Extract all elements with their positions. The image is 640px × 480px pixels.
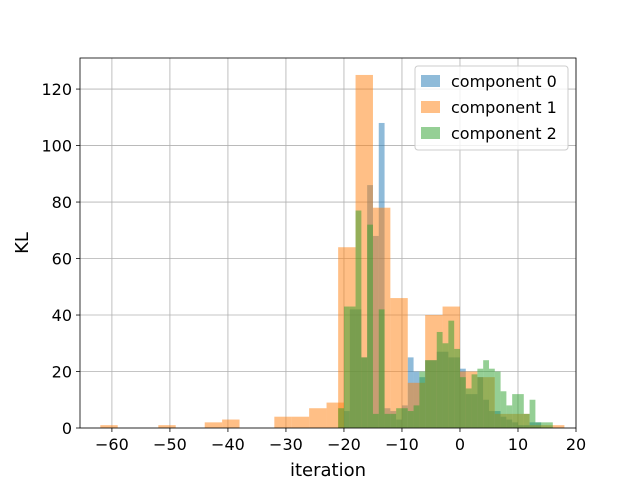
histogram-bar	[274, 416, 292, 428]
y-tick-label: 40	[52, 306, 72, 325]
histogram-bar	[222, 419, 240, 428]
histogram-bar	[396, 408, 402, 428]
histogram-bar	[436, 331, 443, 428]
histogram-bar	[477, 368, 484, 428]
histogram-bar	[158, 425, 176, 428]
x-tick-label: 10	[508, 435, 528, 454]
plot-frame	[79, 57, 577, 429]
histogram-bar	[546, 422, 553, 428]
histogram-bar	[390, 413, 397, 428]
histogram-bar	[407, 411, 414, 428]
histogram-bar	[378, 309, 385, 428]
axis-ticks: −60 −50 −40 −30 −20 −10 0 10 20 0 20 40 60 80 100 120	[41, 80, 586, 454]
histogram-bar	[517, 394, 524, 428]
x-tick-label: −60	[95, 435, 129, 454]
legend-swatch	[421, 127, 440, 139]
histogram-bar	[483, 360, 489, 428]
histogram-bar	[430, 360, 437, 428]
histogram-bar	[361, 357, 368, 428]
x-tick-label: −50	[153, 435, 187, 454]
y-tick-label: 80	[52, 193, 72, 212]
histogram-bar	[494, 371, 501, 428]
x-tick-label: −10	[385, 435, 419, 454]
y-tick-label: 100	[41, 137, 72, 156]
series-2	[338, 210, 553, 428]
histogram-bar	[338, 408, 344, 428]
legend-swatch	[421, 75, 440, 87]
histogram-bar	[349, 306, 356, 428]
x-tick-label: −30	[269, 435, 303, 454]
x-tick-label: −40	[211, 435, 245, 454]
x-tick-label: −20	[327, 435, 361, 454]
legend-label: component 2	[451, 124, 557, 143]
histogram-bar	[309, 408, 327, 428]
histogram-bar	[419, 371, 426, 428]
histogram-bar	[384, 413, 391, 428]
bars	[100, 74, 565, 429]
grid	[80, 58, 577, 429]
histogram-bar	[512, 394, 518, 428]
histogram-bar	[459, 377, 466, 428]
x-tick-label: 0	[455, 435, 465, 454]
histogram-bar	[343, 306, 350, 428]
histogram-bar	[454, 348, 460, 428]
histogram-bar	[448, 320, 455, 428]
y-tick-label: 0	[62, 419, 72, 438]
histogram-bar	[100, 425, 118, 428]
legend-box	[414, 65, 569, 151]
histogram-bar	[546, 425, 565, 428]
y-axis-label: KL	[12, 232, 33, 254]
histogram-bar	[465, 388, 472, 428]
x-tick-label: 20	[566, 435, 586, 454]
y-tick-label: 60	[52, 250, 72, 269]
y-tick-label: 120	[41, 80, 72, 99]
histogram-bar	[390, 298, 408, 428]
y-tick-label: 20	[52, 363, 72, 382]
legend-label: component 0	[451, 72, 557, 91]
histogram-bar	[442, 343, 449, 428]
x-axis-label: iteration	[290, 460, 366, 480]
histogram-bar	[367, 224, 373, 428]
legend-label: component 1	[451, 98, 557, 117]
histogram-bar	[541, 422, 547, 428]
histogram-bar	[425, 360, 431, 428]
histogram-bar	[500, 391, 507, 428]
histogram-bar	[535, 422, 542, 428]
legend: component 0 component 1 component 2	[414, 65, 569, 151]
histogram-bar	[506, 405, 513, 428]
histogram-bar	[413, 405, 420, 428]
histogram-bar	[372, 413, 379, 428]
histogram-bar	[523, 413, 530, 428]
histogram-bar	[401, 408, 408, 428]
histogram-bar	[291, 416, 310, 428]
histogram-bar	[471, 374, 478, 428]
histogram-bar	[529, 399, 536, 428]
histogram-bar	[355, 210, 362, 428]
legend-swatch	[421, 101, 440, 113]
histogram-bar	[488, 368, 495, 428]
histogram-bar	[204, 422, 223, 428]
